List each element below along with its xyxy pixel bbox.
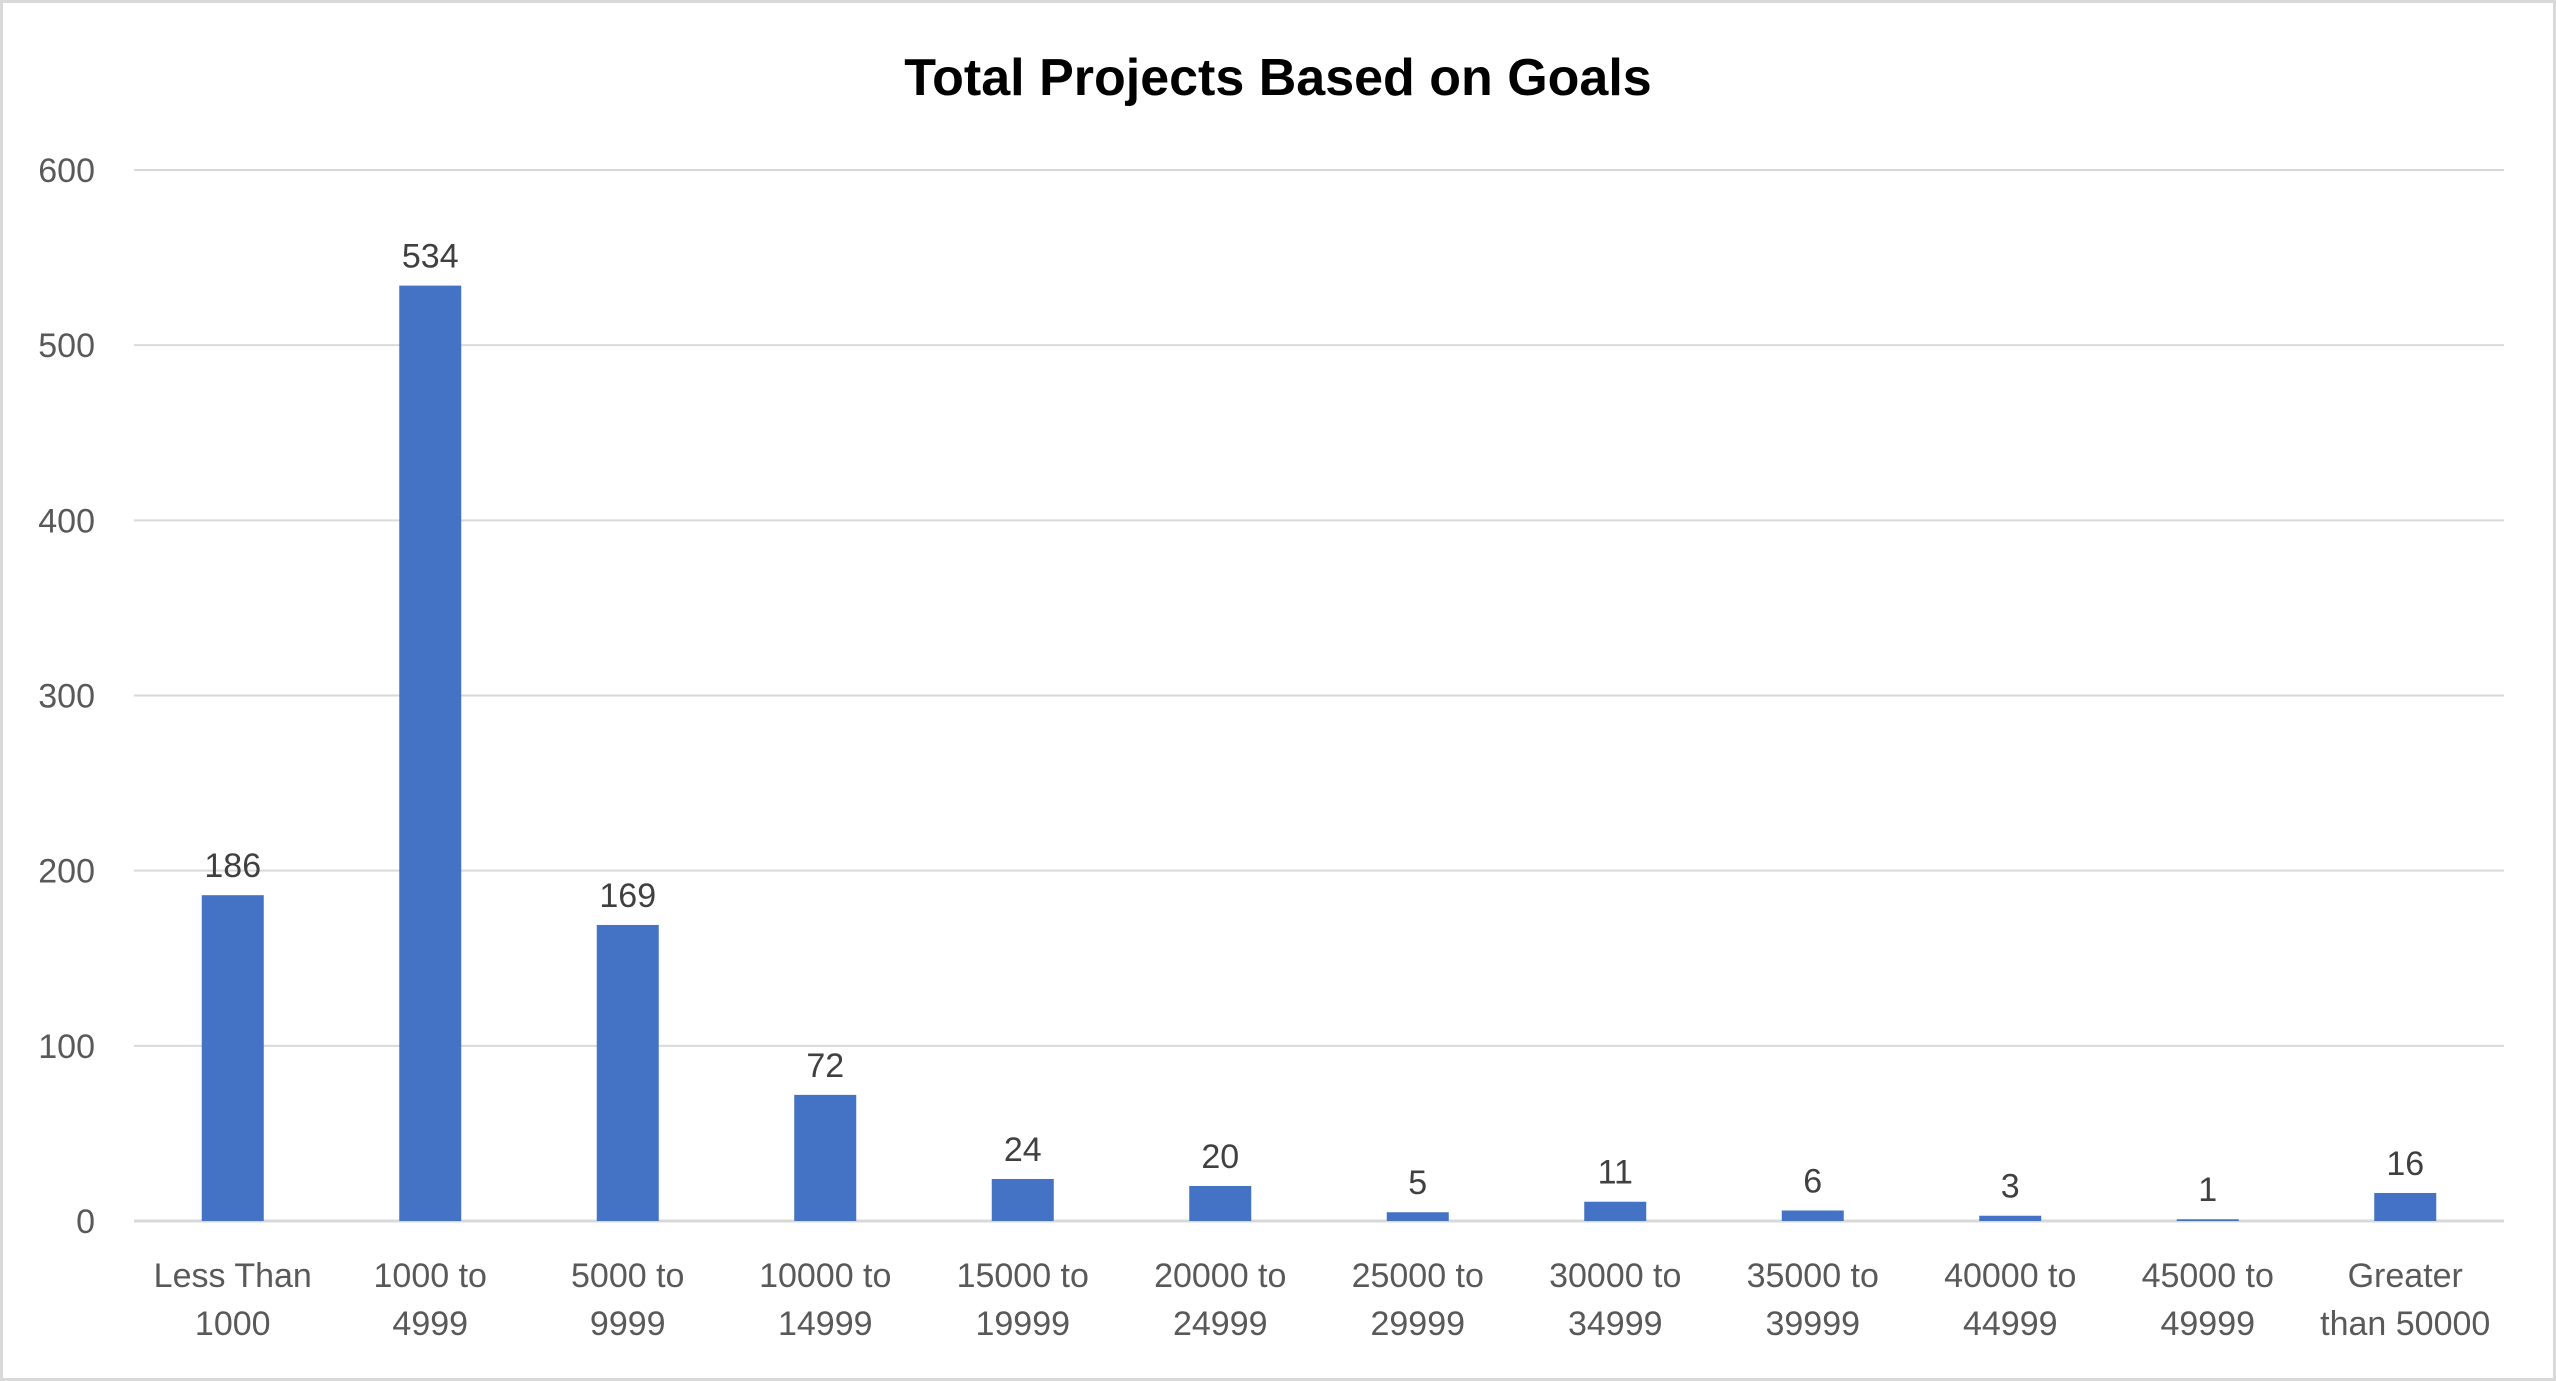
- x-tick-label-line: than 50000: [2320, 1305, 2490, 1343]
- x-tick-label-line: 5000 to: [571, 1257, 684, 1295]
- x-tick-label-line: 45000 to: [2142, 1257, 2274, 1295]
- x-tick-label-line: 30000 to: [1549, 1257, 1681, 1295]
- y-tick-label: 200: [38, 853, 95, 891]
- bar: [1386, 1212, 1449, 1221]
- bar: [991, 1178, 1054, 1221]
- y-tick-label: 100: [38, 1028, 95, 1066]
- x-tick-label-line: Less Than: [154, 1257, 312, 1295]
- x-tick-label: Greater than 50000: [2320, 1257, 2490, 1343]
- x-tick-label-line: 10000 to: [759, 1257, 891, 1295]
- chart-title: Total Projects Based on Goals: [904, 49, 1651, 107]
- bar: [201, 895, 264, 1221]
- y-tick-label: 0: [76, 1203, 95, 1241]
- data-label: 6: [1803, 1162, 1822, 1200]
- bar: [1781, 1210, 1844, 1221]
- data-label: 16: [2386, 1145, 2424, 1183]
- bar: [1584, 1201, 1647, 1221]
- data-label: 169: [599, 877, 656, 915]
- x-tick-label-line: 1000: [195, 1305, 271, 1343]
- data-label: 24: [1004, 1131, 1042, 1169]
- data-label: 5: [1408, 1164, 1427, 1202]
- x-tick-label-line: 25000 to: [1352, 1257, 1484, 1295]
- x-tick-label: 1000 to 4999: [374, 1257, 487, 1343]
- y-tick-label: 300: [38, 678, 95, 716]
- data-label: 1: [2198, 1171, 2217, 1209]
- y-tick-label: 400: [38, 502, 95, 540]
- data-label: 534: [402, 238, 459, 276]
- x-tick-label-line: 4999: [392, 1305, 468, 1343]
- bar: [1189, 1185, 1252, 1221]
- x-tick-label-line: 20000 to: [1154, 1257, 1286, 1295]
- y-tick-label: 500: [38, 327, 95, 365]
- bar: [1979, 1215, 2042, 1221]
- x-tick-label-line: 9999: [590, 1305, 666, 1343]
- data-label: 3: [2001, 1168, 2020, 1206]
- x-tick-label-line: 39999: [1765, 1305, 1860, 1343]
- x-tick-label-line: 49999: [2160, 1305, 2255, 1343]
- x-tick-label: 25000 to 29999: [1352, 1257, 1484, 1343]
- x-tick-label-line: 19999: [975, 1305, 1070, 1343]
- x-tick-label-line: 15000 to: [957, 1257, 1089, 1295]
- x-tick-label-line: 24999: [1173, 1305, 1268, 1343]
- data-label: 72: [806, 1047, 844, 1085]
- bar: [794, 1094, 857, 1221]
- x-tick-label: 30000 to 34999: [1549, 1257, 1681, 1343]
- x-tick-label-line: 35000 to: [1747, 1257, 1879, 1295]
- bar: [596, 924, 659, 1221]
- data-label: 20: [1201, 1138, 1239, 1176]
- x-tick-label-line: 14999: [778, 1305, 873, 1343]
- bar: [2374, 1192, 2437, 1221]
- x-tick-label-line: 44999: [1963, 1305, 2058, 1343]
- data-label: 11: [1598, 1154, 1633, 1192]
- x-tick-label-line: 40000 to: [1944, 1257, 2076, 1295]
- x-tick-label: 35000 to 39999: [1747, 1257, 1879, 1343]
- x-tick-label: 20000 to 24999: [1154, 1257, 1286, 1343]
- y-tick-label: 600: [38, 152, 95, 190]
- x-tick-label-line: 1000 to: [374, 1257, 487, 1295]
- x-tick-label: 5000 to 9999: [571, 1257, 684, 1343]
- x-tick-label: 15000 to 19999: [957, 1257, 1089, 1343]
- x-tick-label-line: 29999: [1370, 1305, 1465, 1343]
- x-tick-label: 10000 to 14999: [759, 1257, 891, 1343]
- x-tick-label-line: 34999: [1568, 1305, 1663, 1343]
- data-label: 186: [204, 847, 261, 885]
- bar: [2176, 1219, 2239, 1221]
- x-tick-label: 45000 to 49999: [2142, 1257, 2274, 1343]
- x-tick-label-line: Greater: [2348, 1257, 2463, 1295]
- bar: [399, 285, 462, 1221]
- x-tick-label: 40000 to 44999: [1944, 1257, 2076, 1343]
- x-tick-label: Less Than 1000: [154, 1257, 312, 1343]
